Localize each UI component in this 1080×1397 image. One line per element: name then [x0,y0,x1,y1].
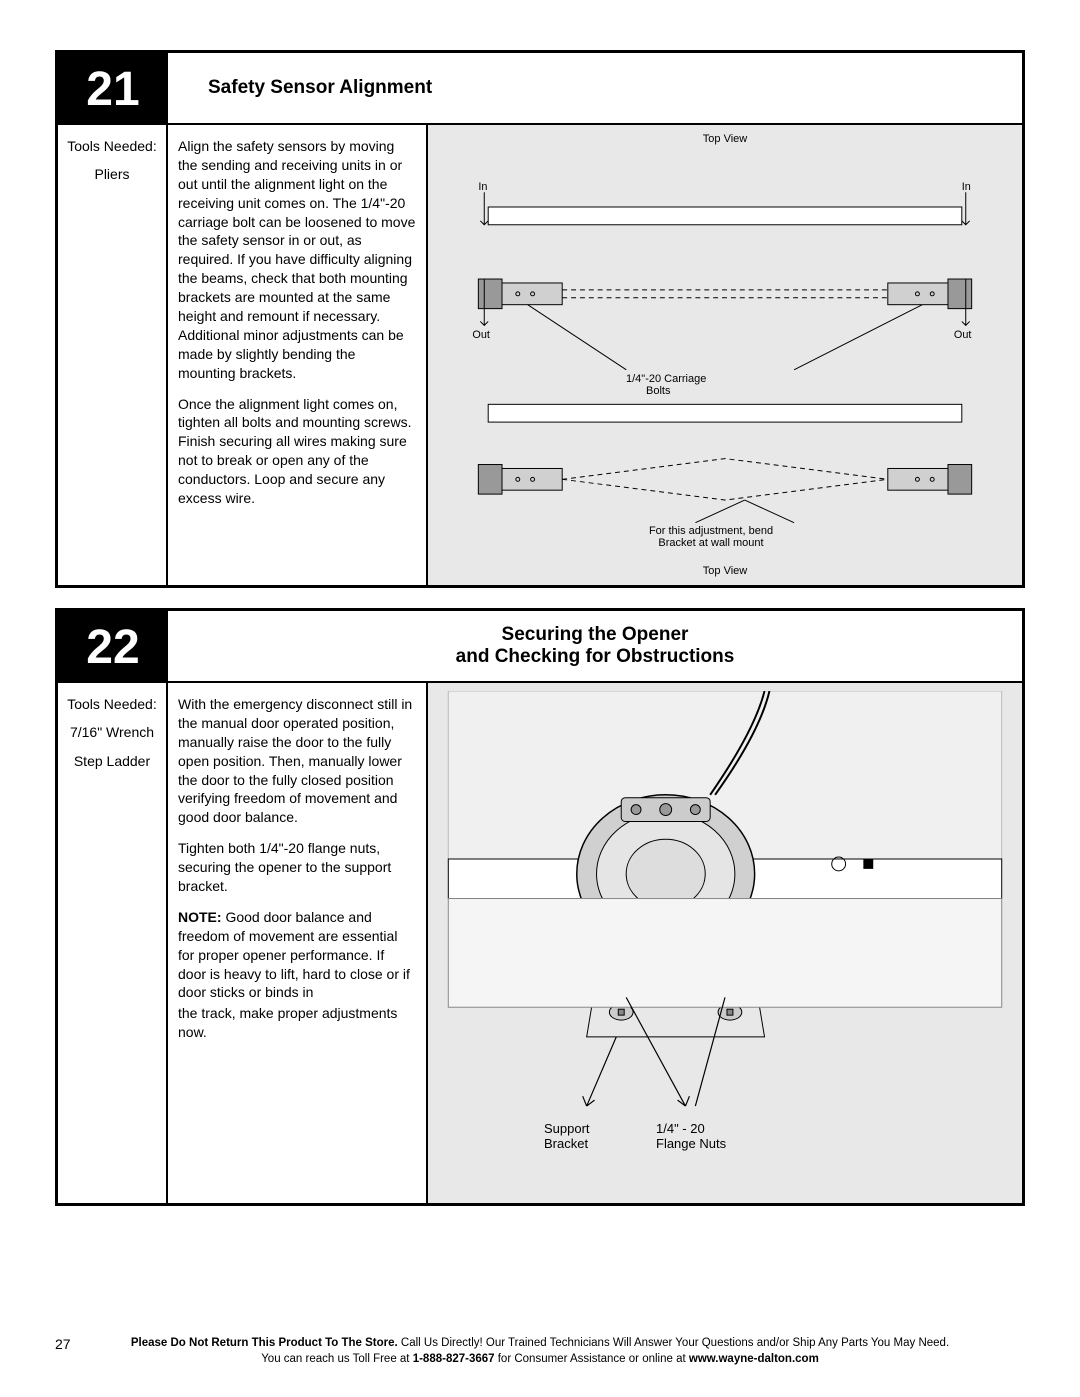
step-22-tools: Tools Needed: 7/16" Wrench Step Ladder [58,683,168,1203]
step-21-text: Align the safety sensors by moving the s… [168,125,428,585]
step-22-para-1: With the emergency disconnect still in t… [178,695,416,827]
step-22-diagram: Support Bracket 1/4" - 20 Flange Nuts [428,683,1022,1203]
step-22-para-2: Tighten both 1/4"-20 flange nuts, securi… [178,839,416,896]
support-bracket-label: Support Bracket [544,1121,590,1151]
step-21-diagram: Top View [428,125,1022,585]
step-22-box: 22 Securing the Opener and Checking for … [55,608,1025,1206]
step-21-para-1: Align the safety sensors by moving the s… [178,137,416,383]
svg-text:In: In [478,181,487,193]
step-22-title: Securing the Opener and Checking for Obs… [168,611,1022,683]
tools-item: Step Ladder [64,750,160,772]
step-21-box: 21 Safety Sensor Alignment Tools Needed:… [55,50,1025,588]
step-21-number: 21 [58,53,168,125]
bend-label: For this adjustment, bend Bracket at wal… [611,525,811,549]
top-view-label-2: Top View [703,565,747,577]
footer-line-2: You can reach us Toll Free at 1-888-827-… [55,1351,1025,1367]
step-21-para-2: Once the alignment light comes on, tight… [178,395,416,508]
step-22-text: With the emergency disconnect still in t… [168,683,428,1203]
page-footer: 27 Please Do Not Return This Product To … [55,1335,1025,1367]
step-21-header: 21 Safety Sensor Alignment [58,53,1022,125]
page-number: 27 [55,1335,71,1355]
tools-item: Pliers [64,163,160,185]
bolts-label: 1/4"-20 Carriage Bolts [626,373,706,397]
tools-item: 7/16" Wrench [64,721,160,743]
tools-label: Tools Needed: [64,693,160,715]
svg-text:Out: Out [472,329,489,341]
svg-text:In: In [962,181,971,193]
step-22-para-3c: the track, make proper adjustments now. [178,1004,416,1042]
tools-label: Tools Needed: [64,135,160,157]
step-22-para-3: NOTE: Good door balance and freedom of m… [178,908,416,1002]
svg-text:Out: Out [954,329,971,341]
step-22-header: 22 Securing the Opener and Checking for … [58,611,1022,683]
footer-line-1: Please Do Not Return This Product To The… [55,1335,1025,1351]
step-21-title: Safety Sensor Alignment [168,53,1022,125]
step-21-body: Tools Needed: Pliers Align the safety se… [58,125,1022,585]
step-22-body: Tools Needed: 7/16" Wrench Step Ladder W… [58,683,1022,1203]
step-22-number: 22 [58,611,168,683]
flange-nuts-label: 1/4" - 20 Flange Nuts [656,1121,726,1151]
step-21-tools: Tools Needed: Pliers [58,125,168,585]
